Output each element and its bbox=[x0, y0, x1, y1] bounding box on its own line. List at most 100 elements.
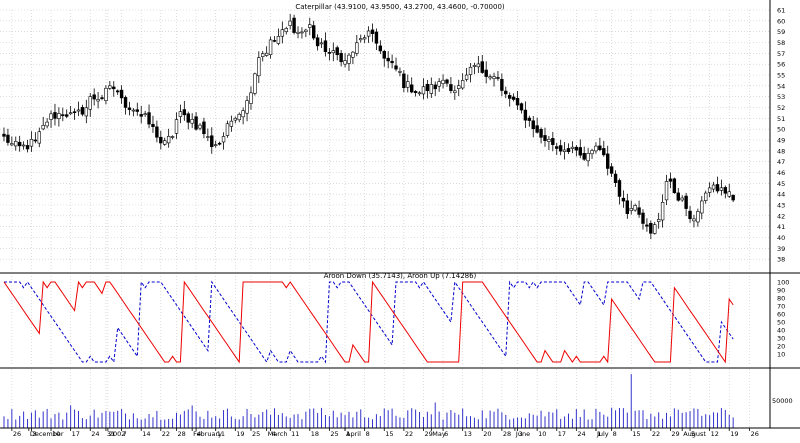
candle-body bbox=[668, 178, 673, 182]
candle-body bbox=[131, 109, 136, 112]
date-tick-label: 26 bbox=[751, 430, 759, 438]
candle-body bbox=[217, 142, 222, 145]
candle-body bbox=[484, 69, 488, 77]
candle-body bbox=[261, 53, 265, 57]
candle-body bbox=[445, 79, 449, 84]
candle-body bbox=[170, 136, 175, 138]
candle-body bbox=[649, 223, 653, 234]
candle-body bbox=[174, 119, 179, 134]
candle-body bbox=[413, 91, 418, 93]
candle-body bbox=[57, 113, 61, 119]
candle-body bbox=[112, 86, 116, 90]
candle-body bbox=[29, 139, 34, 147]
candle-body bbox=[347, 54, 351, 64]
candle-body bbox=[621, 197, 626, 202]
aroon-tick-label: 10 bbox=[777, 351, 785, 359]
price-tick-label: 50 bbox=[777, 126, 785, 134]
candle-body bbox=[300, 31, 304, 34]
candle-body bbox=[453, 90, 457, 93]
candle-body bbox=[351, 51, 355, 58]
candle-body bbox=[359, 38, 363, 41]
candle-body bbox=[264, 52, 269, 56]
grid bbox=[0, 9, 770, 428]
candle-body bbox=[96, 99, 100, 102]
candle-body bbox=[727, 191, 731, 197]
candle-body bbox=[311, 25, 316, 39]
candle-body bbox=[296, 31, 300, 34]
price-tick-label: 59 bbox=[777, 28, 785, 36]
aroon-up-line bbox=[3, 280, 734, 364]
volume-tick-label: 50000 bbox=[772, 397, 793, 405]
candle-body bbox=[249, 92, 253, 104]
candle-body bbox=[241, 110, 245, 118]
candle-body bbox=[488, 76, 492, 79]
candle-body bbox=[664, 181, 669, 201]
candle-body bbox=[492, 76, 496, 79]
candle-body bbox=[104, 87, 108, 101]
candle-body bbox=[308, 24, 312, 28]
candle-body bbox=[331, 50, 335, 54]
date-tick-label: 10 bbox=[52, 430, 60, 438]
date-tick-label: 18 bbox=[311, 430, 319, 438]
candle-body bbox=[68, 112, 73, 115]
candle-body bbox=[555, 146, 559, 149]
candle-body bbox=[37, 131, 41, 144]
date-tick-label: 25 bbox=[330, 430, 338, 438]
candle-body bbox=[80, 107, 85, 115]
candle-body bbox=[288, 20, 292, 26]
candle-body bbox=[676, 192, 680, 201]
candle-body bbox=[190, 119, 194, 124]
aroon-tick-label: 60 bbox=[777, 311, 785, 319]
candle-body bbox=[704, 192, 708, 201]
candle-body bbox=[535, 125, 539, 133]
candle-body bbox=[437, 81, 441, 87]
candle-body bbox=[92, 94, 96, 100]
price-tick-label: 55 bbox=[777, 72, 785, 80]
candle-body bbox=[468, 66, 473, 75]
date-tick-label: 28 bbox=[503, 430, 511, 438]
candle-body bbox=[692, 218, 696, 222]
date-tick-label: December bbox=[30, 430, 64, 438]
date-tick-label: 22 bbox=[652, 430, 660, 438]
date-tick-label: August bbox=[683, 430, 706, 438]
candle-body bbox=[602, 148, 606, 156]
candle-body bbox=[225, 123, 230, 136]
candle-body bbox=[421, 86, 426, 95]
date-tick-label: 20 bbox=[483, 430, 491, 438]
aroon-tick-label: 90 bbox=[777, 287, 785, 295]
date-tick-label: 24 bbox=[91, 430, 99, 438]
candle-body bbox=[206, 136, 210, 138]
date-tick-label: March bbox=[268, 430, 288, 438]
date-tick-label: 3 bbox=[519, 430, 523, 438]
price-tick-label: 43 bbox=[777, 202, 785, 210]
candle-body bbox=[480, 61, 484, 73]
price-tick-label: 45 bbox=[777, 180, 785, 188]
date-tick-label: 26 bbox=[13, 430, 21, 438]
candle-body bbox=[327, 52, 332, 54]
candle-body bbox=[637, 207, 641, 215]
candle-body bbox=[72, 111, 77, 113]
price-tick-label: 48 bbox=[777, 147, 785, 155]
date-tick-label: 4 bbox=[197, 430, 201, 438]
candle-body bbox=[213, 144, 218, 146]
candle-body bbox=[417, 92, 422, 95]
candle-body bbox=[539, 129, 543, 138]
candle-body bbox=[504, 90, 508, 95]
aroon-tick-label: 80 bbox=[777, 295, 785, 303]
candle-body bbox=[398, 71, 402, 73]
date-tick-label: 22 bbox=[405, 430, 413, 438]
date-tick-label: 25 bbox=[252, 430, 260, 438]
candle-body bbox=[633, 205, 637, 211]
candle-body bbox=[10, 143, 14, 146]
candle-body bbox=[578, 147, 582, 156]
price-tick-label: 42 bbox=[777, 212, 785, 220]
candle-body bbox=[374, 31, 379, 44]
candle-body bbox=[653, 224, 657, 234]
candle-body bbox=[315, 37, 320, 47]
candle-body bbox=[476, 63, 481, 68]
candle-body bbox=[304, 29, 308, 33]
candle-body bbox=[194, 116, 198, 130]
candle-body bbox=[108, 85, 112, 89]
candle-body bbox=[21, 144, 26, 147]
date-tick-label: 28 bbox=[177, 430, 185, 438]
